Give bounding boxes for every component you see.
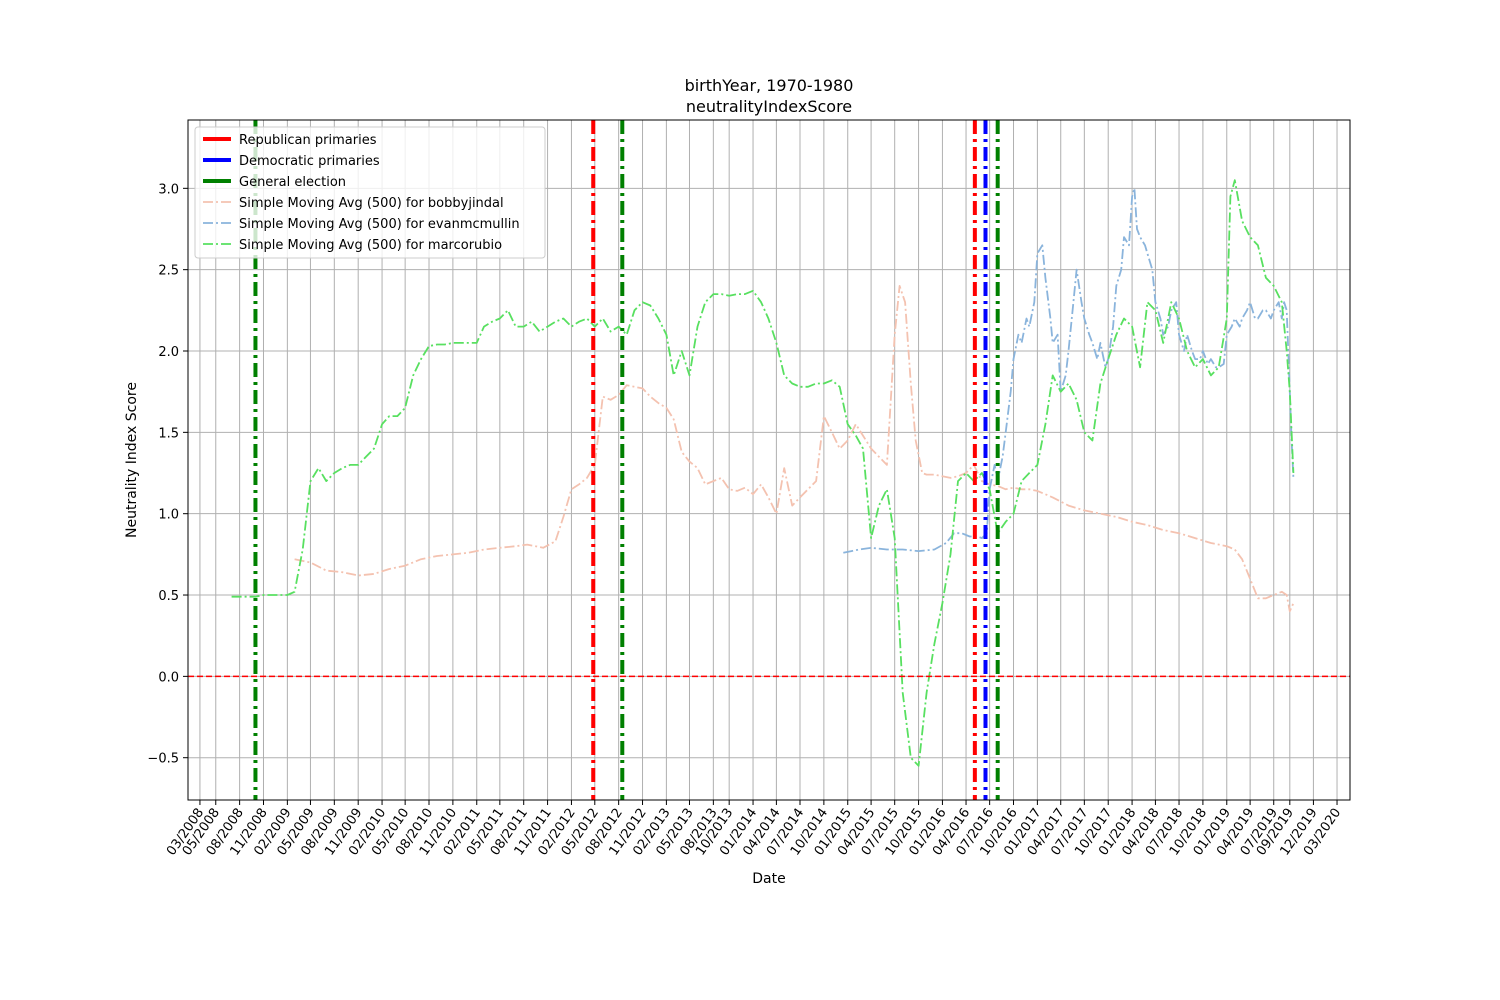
- chart-subtitle: neutralityIndexScore: [686, 97, 852, 116]
- y-tick-label: 0.0: [158, 670, 179, 685]
- legend-label: Democratic primaries: [239, 154, 380, 169]
- y-tick-label: 2.0: [158, 345, 179, 360]
- chart-title: birthYear, 1970-1980: [685, 76, 854, 95]
- legend-label: Republican primaries: [239, 133, 377, 148]
- y-tick-label: 2.5: [158, 264, 179, 279]
- y-tick-label: 1.0: [158, 508, 179, 523]
- plot-frame: [187, 119, 1351, 801]
- series-line: [843, 187, 1295, 554]
- legend-label: Simple Moving Avg (500) for evanmcmullin: [239, 217, 520, 232]
- y-axis-label: Neutrality Index Score: [124, 382, 140, 538]
- plot-area: [188, 120, 1350, 800]
- y-tick-label: 1.5: [158, 426, 179, 441]
- legend-label: General election: [239, 175, 346, 190]
- legend-box: [194, 126, 546, 259]
- y-tick-label: 3.0: [158, 182, 179, 197]
- legend: Republican primaries Democratic primaries…: [194, 126, 546, 259]
- legend-label: Simple Moving Avg (500) for bobbyjindal: [239, 196, 504, 211]
- x-axis-label: Date: [752, 871, 785, 887]
- y-tick-label: 0.5: [158, 589, 179, 604]
- legend-label: Simple Moving Avg (500) for marcorubio: [239, 238, 502, 253]
- series-line: [294, 284, 1295, 613]
- series-line: [231, 179, 1295, 767]
- y-tick-label: −0.5: [147, 752, 179, 767]
- axis-ticks: 03/200805/200808/200811/200802/200905/20…: [147, 182, 1344, 858]
